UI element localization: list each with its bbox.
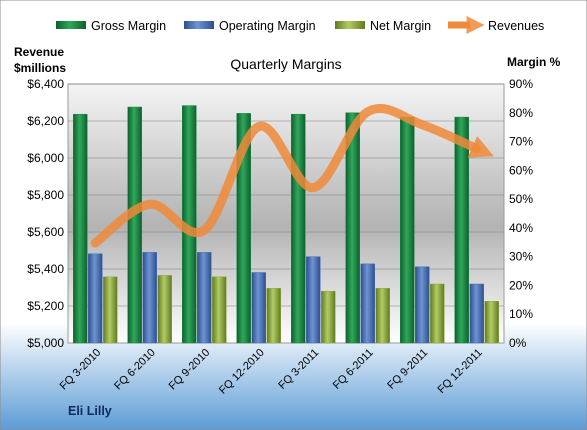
bar-operating-margin: [415, 266, 430, 344]
bar-net-margin: [212, 276, 227, 344]
bar-gross-margin: [400, 116, 415, 344]
bar-operating-margin: [88, 253, 103, 344]
right-tick-label: 80%: [509, 106, 533, 120]
right-tick-label: 30%: [509, 250, 533, 264]
bar-net-margin: [484, 301, 499, 344]
left-tick-label: $5,000: [27, 336, 64, 350]
revenue-series-line: [90, 103, 494, 248]
legend-label-revenues: Revenues: [488, 19, 544, 33]
bar-operating-margin: [469, 283, 484, 344]
legend-label-net-margin: Net Margin: [370, 19, 431, 33]
bar-operating-margin: [251, 272, 266, 344]
right-tick-label: 20%: [509, 278, 533, 292]
right-axis: 0% 10% 20% 30% 40% 50% 60% 70% 80% 90%: [509, 77, 533, 350]
left-tick-label: $5,800: [27, 188, 64, 202]
right-tick-label: 10%: [509, 307, 533, 321]
bar-net-margin: [157, 275, 172, 344]
bar-net-margin: [375, 288, 390, 344]
bar-net-margin: [430, 283, 445, 344]
revenue-line: [90, 103, 494, 248]
bar-operating-margin: [142, 252, 157, 344]
legend-item-gross-margin: Gross Margin: [56, 19, 166, 33]
bars: [73, 105, 499, 344]
left-tick-label: $5,200: [27, 299, 64, 313]
bar-net-margin: [266, 288, 281, 344]
company-label: Eli Lilly: [68, 404, 112, 418]
legend-label-gross-margin: Gross Margin: [91, 19, 166, 33]
left-axis-title-line1: Revenue: [14, 45, 64, 59]
left-axis-title-line2: $millions: [14, 61, 66, 75]
bar-net-margin: [103, 276, 118, 344]
legend-swatch-gross-margin: [56, 21, 86, 29]
legend-swatch-net-margin: [335, 21, 365, 29]
left-tick-label: $6,200: [27, 114, 64, 128]
legend-item-operating-margin: Operating Margin: [184, 19, 316, 33]
bar-operating-margin: [197, 252, 212, 344]
legend-item-revenues: Revenues: [448, 15, 544, 35]
legend-label-operating-margin: Operating Margin: [219, 19, 316, 33]
bar-net-margin: [321, 290, 336, 344]
right-axis-title: Margin %: [507, 55, 561, 69]
legend: Gross Margin Operating Margin Net Margin…: [56, 15, 544, 35]
chart-title: Quarterly Margins: [230, 56, 341, 72]
left-tick-label: $6,000: [27, 151, 64, 165]
right-tick-label: 60%: [509, 163, 533, 177]
bar-gross-margin: [345, 112, 360, 344]
left-tick-label: $5,400: [27, 262, 64, 276]
left-tick-label: $5,600: [27, 225, 64, 239]
bar-operating-margin: [306, 256, 321, 344]
right-tick-label: 90%: [509, 77, 533, 91]
left-tick-label: $6,400: [27, 77, 64, 91]
right-tick-label: 70%: [509, 135, 533, 149]
right-tick-label: 0%: [509, 336, 527, 350]
legend-swatch-operating-margin: [184, 21, 214, 29]
left-axis: $5,000 $5,200 $5,400 $5,600 $5,800 $6,000 $6,2…: [27, 77, 64, 350]
bar-gross-margin: [73, 113, 88, 344]
right-tick-label: 40%: [509, 221, 533, 235]
right-tick-label: 50%: [509, 192, 533, 206]
legend-item-net-margin: Net Margin: [335, 19, 431, 33]
bar-gross-margin: [291, 113, 306, 344]
bar-operating-margin: [360, 263, 375, 344]
bar-gross-margin: [454, 116, 469, 344]
bar-gross-margin: [236, 113, 251, 344]
bar-gross-margin: [127, 106, 142, 344]
